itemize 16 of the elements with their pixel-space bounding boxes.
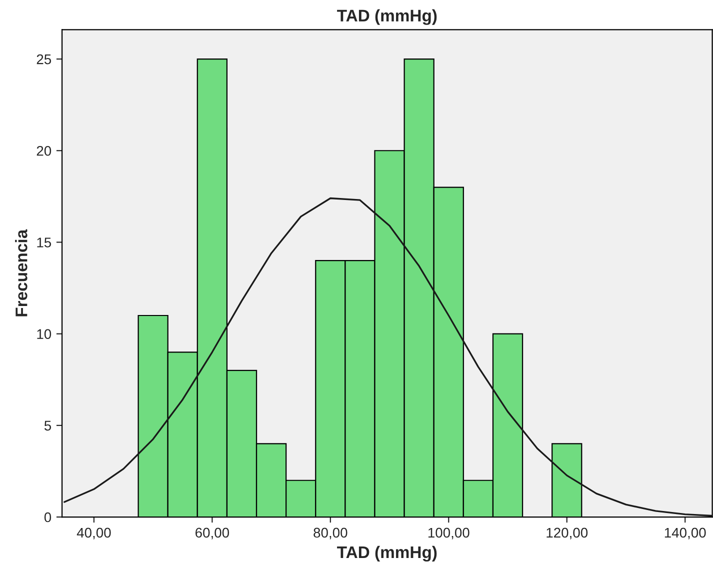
x-axis-title: TAD (mmHg) [337, 546, 437, 562]
y-tick-label: 10 [37, 329, 52, 339]
x-tick-label: 100,00 [428, 528, 470, 540]
x-tick-label: 80,00 [314, 528, 348, 540]
y-tick-label: 5 [44, 420, 52, 431]
y-tick-label: 0 [44, 512, 52, 522]
y-axis-title: Frecuencia [15, 229, 28, 316]
x-tick-label: 120,00 [546, 528, 588, 540]
chart-title: TAD (mmHg) [337, 9, 437, 25]
x-tick-label: 60,00 [196, 528, 230, 540]
y-tick-label: 15 [37, 238, 52, 248]
x-tick-label: 40,00 [76, 528, 111, 540]
x-tick-label: 140,00 [664, 528, 706, 540]
y-tick-label: 25 [36, 54, 52, 64]
line-series [64, 197, 712, 517]
y-tick-label: 20 [36, 146, 52, 156]
